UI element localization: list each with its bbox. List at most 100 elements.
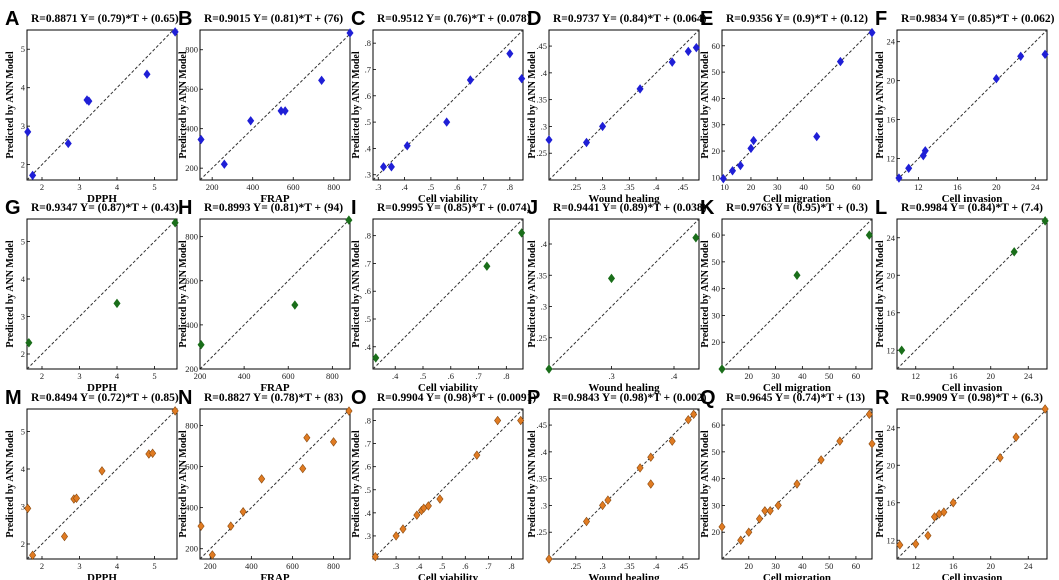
panel-title: R=0.9356 Y= (0.9)*T + (0.12) <box>726 13 868 25</box>
data-point <box>1041 49 1049 60</box>
panel-letter: J <box>527 197 538 219</box>
y-tick-label: 60 <box>712 420 721 430</box>
data-point <box>868 27 876 38</box>
data-point <box>766 506 774 516</box>
x-axis-label: Cell migration <box>763 572 831 580</box>
y-axis-label: Predicted by ANN Model <box>5 240 16 348</box>
y-tick-label: 20 <box>712 146 721 156</box>
y-tick-label: 800 <box>185 420 198 430</box>
data-point <box>745 527 753 537</box>
x-tick-label: 4 <box>115 371 120 381</box>
x-tick-label: .7 <box>485 561 491 571</box>
data-point <box>143 69 151 79</box>
data-point <box>518 73 526 84</box>
panel-d: D R=0.9737 Y= (0.84)*T + (0.064) .25 .3 .35.… <box>527 8 707 205</box>
data-point <box>898 345 906 355</box>
x-tick-label: 3 <box>77 182 81 192</box>
x-axis-label: Wound healing <box>588 193 660 205</box>
identity-line <box>896 218 1048 370</box>
x-tick-label: 600 <box>282 371 295 381</box>
x-axis-label: Wound healing <box>588 382 660 394</box>
y-axis-label: Predicted by ANN Model <box>875 240 886 348</box>
y-tick-label: 16 <box>887 498 896 508</box>
panel-title: R=0.9909 Y= (0.98)*T + (6.3) <box>901 392 1043 404</box>
panel-b: B R=0.9015 Y= (0.81)*T + (76) 200 400 600 800… <box>178 8 354 205</box>
panel-letter: F <box>875 8 887 30</box>
y-axis-label: Predicted by ANN Model <box>875 51 886 159</box>
x-tick-label: 40 <box>798 371 807 381</box>
x-tick-label: 30 <box>771 371 780 381</box>
y-tick-label: 12 <box>887 154 896 164</box>
y-axis-label: Predicted by ANN Model <box>700 240 711 348</box>
x-tick-label: .3 <box>375 182 381 192</box>
panel-h: H R=0.8993 Y= (0.81)*T + (94) 200 400 600 800… <box>178 197 353 394</box>
y-tick-label: .7 <box>365 439 371 449</box>
x-tick-label: .7 <box>480 182 486 192</box>
data-point <box>684 415 692 425</box>
data-point <box>793 479 801 489</box>
y-tick-label: 200 <box>185 544 198 554</box>
data-point <box>604 495 612 505</box>
panel-title: R=0.8494 Y= (0.72)*T + (0.85) <box>31 392 179 404</box>
panel-title: R=0.9995 Y= (0.85)*T + (0.074) <box>377 202 531 214</box>
x-axis-label: DPPH <box>87 382 117 394</box>
x-tick-label: 50 <box>825 371 834 381</box>
panel-i: I R=0.9995 Y= (0.85)*T + (0.074) .4 .5 .6 .7.… <box>351 197 531 394</box>
data-point <box>718 364 726 374</box>
y-tick-label: .8 <box>365 38 371 48</box>
data-point <box>518 228 526 238</box>
data-point <box>895 173 903 183</box>
data-point <box>171 406 179 416</box>
y-tick-label: 20 <box>712 527 721 537</box>
x-axis-label: Cell viability <box>418 572 479 580</box>
x-tick-label: .3 <box>599 182 605 192</box>
y-tick-label: 4 <box>21 274 26 284</box>
panel-o: O R=0.9904 Y= (0.98)*T + (0.0091) .3 .4 .5 .6… <box>351 387 536 580</box>
y-tick-label: .4 <box>365 508 372 518</box>
x-tick-label: 20 <box>745 561 754 571</box>
panel-letter: O <box>351 387 367 409</box>
data-point <box>793 270 801 280</box>
data-point <box>318 75 326 86</box>
panel-c: C R=0.9512 Y= (0.76)*T + (0.078) .3 .4 .5 .6.… <box>351 8 531 205</box>
panel-l: L R=0.9984 Y= (0.84)*T + (7.4) 12 16 20 24 12 1… <box>875 197 1049 394</box>
x-tick-label: 200 <box>204 561 217 571</box>
data-point <box>299 463 307 474</box>
panel-title: R=0.9843 Y= (0.98)*T + (0.002) <box>553 392 707 404</box>
identity-line <box>721 29 873 181</box>
x-tick-label: 30 <box>771 561 780 571</box>
y-tick-label: 600 <box>185 276 198 286</box>
panel-letter: Q <box>700 387 716 409</box>
x-tick-label: .7 <box>475 371 481 381</box>
data-point <box>330 437 338 447</box>
data-point <box>607 273 616 284</box>
x-tick-label: 4 <box>115 182 120 192</box>
panel-title: R=0.9015 Y= (0.81)*T + (76) <box>204 13 343 25</box>
x-tick-label: .4 <box>401 182 408 192</box>
x-axis-label: Cell invasion <box>942 382 1003 394</box>
panel-title: R=0.9347 Y= (0.87)*T + (0.43) <box>31 202 179 214</box>
x-tick-label: 5 <box>152 182 156 192</box>
data-point <box>399 524 407 534</box>
data-point <box>582 137 591 148</box>
data-point <box>1012 432 1020 442</box>
x-tick-label: 5 <box>152 371 156 381</box>
data-point <box>755 514 764 524</box>
y-tick-label: .3 <box>365 170 371 180</box>
data-point <box>24 503 32 514</box>
y-axis-label: Predicted by ANN Model <box>527 51 538 159</box>
data-point <box>392 531 400 541</box>
y-tick-label: .6 <box>365 91 371 101</box>
data-point <box>836 436 844 446</box>
y-tick-label: 20 <box>887 270 896 280</box>
data-point <box>208 550 216 560</box>
data-point <box>494 415 502 426</box>
data-point <box>690 409 698 420</box>
x-tick-label: .45 <box>678 561 689 571</box>
y-tick-label: .6 <box>365 286 371 296</box>
y-tick-label: 24 <box>887 423 896 433</box>
y-axis-label: Predicted by ANN Model <box>178 51 189 159</box>
data-point <box>413 510 421 520</box>
x-tick-label: 12 <box>914 182 923 192</box>
y-tick-label: .8 <box>365 416 371 426</box>
